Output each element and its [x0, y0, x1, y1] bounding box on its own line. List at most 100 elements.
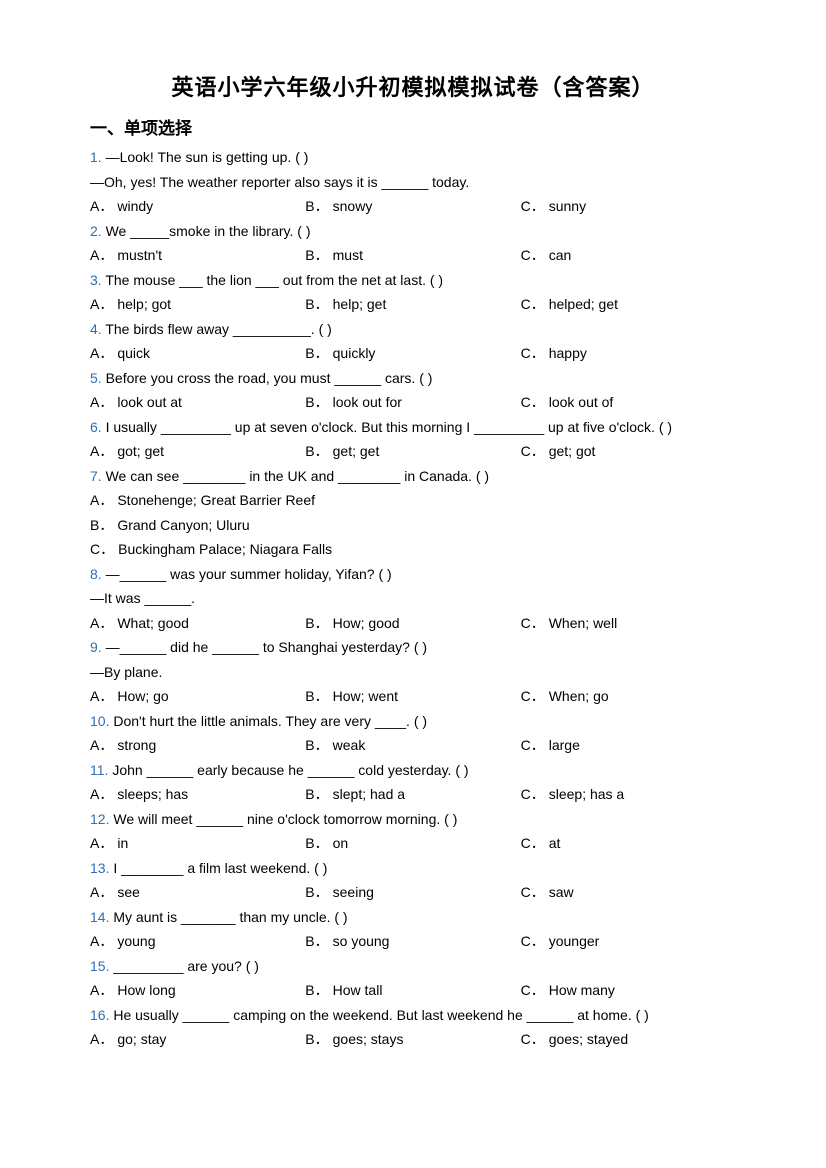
choice-option[interactable]: B．How; good	[305, 611, 520, 636]
question-stem: 3. The mouse ___ the lion ___ out from t…	[90, 268, 736, 293]
choice-option[interactable]: C．younger	[521, 929, 736, 954]
choice-option[interactable]: B．so young	[305, 929, 520, 954]
choice-row: A．look out atB．look out forC．look out of	[90, 390, 736, 415]
choice-text: younger	[549, 929, 600, 954]
choice-text: so young	[333, 929, 390, 954]
choice-label: A．	[90, 439, 113, 464]
choice-option[interactable]: C．When; well	[521, 611, 736, 636]
choice-option[interactable]: C．look out of	[521, 390, 736, 415]
question-stem: 16. He usually ______ camping on the wee…	[90, 1003, 736, 1028]
choice-option[interactable]: B．look out for	[305, 390, 520, 415]
question-text: The mouse ___ the lion ___ out from the …	[105, 272, 443, 288]
choice-row: A．mustn'tB．mustC．can	[90, 243, 736, 268]
choice-text: help; get	[333, 292, 387, 317]
question-stem: 7. We can see ________ in the UK and ___…	[90, 464, 736, 489]
choice-option[interactable]: A．Stonehenge; Great Barrier Reef	[90, 488, 736, 513]
choice-option[interactable]: B．How; went	[305, 684, 520, 709]
choice-option[interactable]: A．strong	[90, 733, 305, 758]
choice-text: When; go	[549, 684, 609, 709]
choice-label: B．	[305, 194, 328, 219]
choice-option[interactable]: B．How tall	[305, 978, 520, 1003]
choice-option[interactable]: A．go; stay	[90, 1027, 305, 1052]
question-stem: —Oh, yes! The weather reporter also says…	[90, 170, 736, 195]
choice-option[interactable]: A．young	[90, 929, 305, 954]
choice-label: C．	[521, 782, 545, 807]
choice-label: A．	[90, 390, 113, 415]
choice-option[interactable]: A．windy	[90, 194, 305, 219]
question-stem: 5. Before you cross the road, you must _…	[90, 366, 736, 391]
choice-option[interactable]: A．How long	[90, 978, 305, 1003]
choice-option[interactable]: C．can	[521, 243, 736, 268]
choice-option[interactable]: B．snowy	[305, 194, 520, 219]
choice-option[interactable]: C．How many	[521, 978, 736, 1003]
question-number: 12.	[90, 811, 109, 827]
choice-option[interactable]: A．What; good	[90, 611, 305, 636]
question-text: —By plane.	[90, 664, 162, 680]
choice-option[interactable]: B．help; get	[305, 292, 520, 317]
choice-option[interactable]: B．slept; had a	[305, 782, 520, 807]
choice-option[interactable]: C．Buckingham Palace; Niagara Falls	[90, 537, 736, 562]
choice-option[interactable]: C．get; got	[521, 439, 736, 464]
question-text: He usually ______ camping on the weekend…	[113, 1007, 648, 1023]
choice-option[interactable]: A．got; get	[90, 439, 305, 464]
choice-label: A．	[90, 488, 113, 513]
choice-label: C．	[521, 194, 545, 219]
choice-option[interactable]: C．large	[521, 733, 736, 758]
question-text: Don't hurt the little animals. They are …	[113, 713, 427, 729]
choice-option[interactable]: B．must	[305, 243, 520, 268]
choice-label: B．	[305, 1027, 328, 1052]
choice-row: A．seeB．seeingC．saw	[90, 880, 736, 905]
choice-option[interactable]: A．look out at	[90, 390, 305, 415]
choice-row: A．help; gotB．help; getC．helped; get	[90, 292, 736, 317]
choice-label: C．	[521, 243, 545, 268]
choice-label: A．	[90, 292, 113, 317]
choice-label: A．	[90, 929, 113, 954]
choice-option[interactable]: C．sunny	[521, 194, 736, 219]
choice-option[interactable]: C．happy	[521, 341, 736, 366]
choice-text: slept; had a	[333, 782, 405, 807]
choice-option[interactable]: C．sleep; has a	[521, 782, 736, 807]
choice-option[interactable]: B．get; get	[305, 439, 520, 464]
choice-text: saw	[549, 880, 574, 905]
choice-option[interactable]: B．seeing	[305, 880, 520, 905]
choice-text: large	[549, 733, 580, 758]
choice-option[interactable]: B．on	[305, 831, 520, 856]
question-text: John ______ early because he ______ cold…	[112, 762, 468, 778]
choice-option[interactable]: A．quick	[90, 341, 305, 366]
choice-row: A．inB．onC．at	[90, 831, 736, 856]
choice-option[interactable]: C．at	[521, 831, 736, 856]
choice-option[interactable]: B．Grand Canyon; Uluru	[90, 513, 736, 538]
choice-option[interactable]: B．weak	[305, 733, 520, 758]
choice-label: B．	[305, 439, 328, 464]
choice-option[interactable]: A．mustn't	[90, 243, 305, 268]
question-number: 10.	[90, 713, 109, 729]
choice-text: goes; stayed	[549, 1027, 628, 1052]
choice-option[interactable]: B．goes; stays	[305, 1027, 520, 1052]
question-number: 5.	[90, 370, 102, 386]
choice-label: A．	[90, 733, 113, 758]
choice-label: A．	[90, 782, 113, 807]
choice-row: A．strongB．weakC．large	[90, 733, 736, 758]
choice-option[interactable]: B．quickly	[305, 341, 520, 366]
question-number: 13.	[90, 860, 109, 876]
choice-label: A．	[90, 1027, 113, 1052]
question-text: —______ did he ______ to Shanghai yester…	[106, 639, 427, 655]
choice-option[interactable]: C．helped; get	[521, 292, 736, 317]
choice-text: strong	[117, 733, 156, 758]
question-list: 1. —Look! The sun is getting up. ( )—Oh,…	[90, 145, 736, 1052]
question-text: —It was ______.	[90, 590, 195, 606]
question-stem: 6. I usually _________ up at seven o'clo…	[90, 415, 736, 440]
choice-text: get; got	[549, 439, 596, 464]
choice-option[interactable]: A．sleeps; has	[90, 782, 305, 807]
choice-label: C．	[521, 439, 545, 464]
choice-option[interactable]: C．saw	[521, 880, 736, 905]
choice-text: How; go	[117, 684, 168, 709]
choice-option[interactable]: A．see	[90, 880, 305, 905]
choice-option[interactable]: C．When; go	[521, 684, 736, 709]
choice-option[interactable]: A．help; got	[90, 292, 305, 317]
choice-option[interactable]: A．in	[90, 831, 305, 856]
choice-row: A．go; stayB．goes; staysC．goes; stayed	[90, 1027, 736, 1052]
choice-text: How many	[549, 978, 615, 1003]
choice-option[interactable]: A．How; go	[90, 684, 305, 709]
choice-option[interactable]: C．goes; stayed	[521, 1027, 736, 1052]
